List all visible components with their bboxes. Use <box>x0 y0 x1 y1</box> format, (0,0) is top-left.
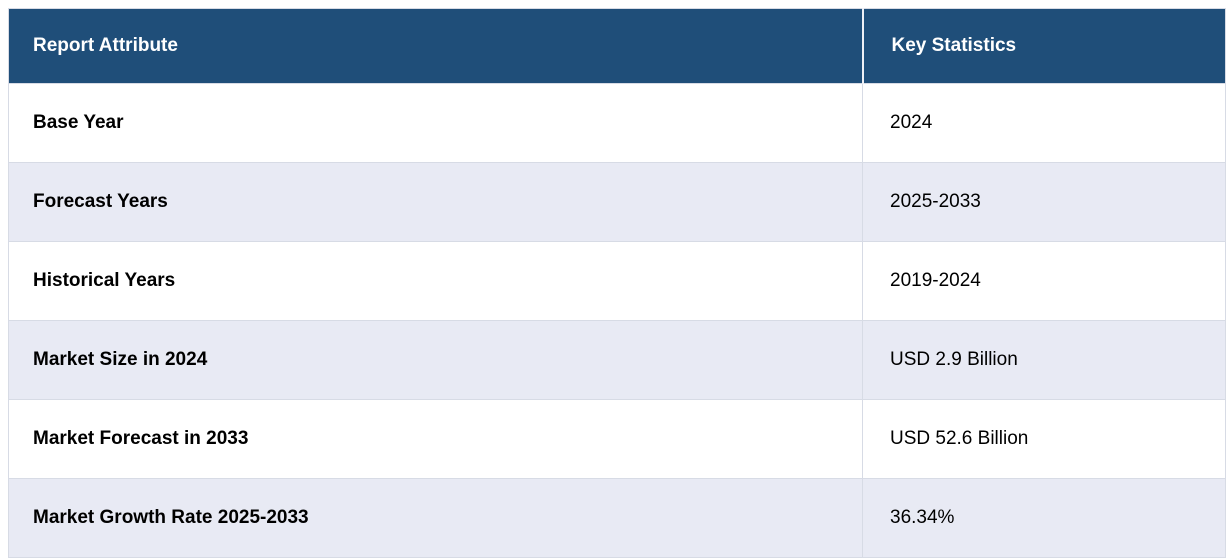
table-row: Market Size in 2024 USD 2.9 Billion <box>8 320 1226 400</box>
attribute-cell: Market Size in 2024 <box>8 320 863 400</box>
value-cell: 36.34% <box>862 478 1226 558</box>
value-cell: USD 2.9 Billion <box>862 320 1226 400</box>
table-row: Base Year 2024 <box>8 83 1226 163</box>
value-cell: 2019-2024 <box>862 241 1226 321</box>
column-header-key-statistics: Key Statistics <box>861 8 1226 84</box>
value-cell: 2025-2033 <box>862 162 1226 242</box>
attribute-cell: Base Year <box>8 83 863 163</box>
column-header-report-attribute: Report Attribute <box>8 8 863 84</box>
table-row: Market Growth Rate 2025-2033 36.34% <box>8 478 1226 558</box>
report-attributes-table: Report Attribute Key Statistics Base Yea… <box>8 8 1226 558</box>
table-row: Market Forecast in 2033 USD 52.6 Billion <box>8 399 1226 479</box>
table-row: Forecast Years 2025-2033 <box>8 162 1226 242</box>
table-row: Historical Years 2019-2024 <box>8 241 1226 321</box>
value-cell: 2024 <box>862 83 1226 163</box>
attribute-cell: Market Forecast in 2033 <box>8 399 863 479</box>
attribute-cell: Market Growth Rate 2025-2033 <box>8 478 863 558</box>
attribute-cell: Historical Years <box>8 241 863 321</box>
attribute-cell: Forecast Years <box>8 162 863 242</box>
value-cell: USD 52.6 Billion <box>862 399 1226 479</box>
table-header-row: Report Attribute Key Statistics <box>8 8 1226 84</box>
